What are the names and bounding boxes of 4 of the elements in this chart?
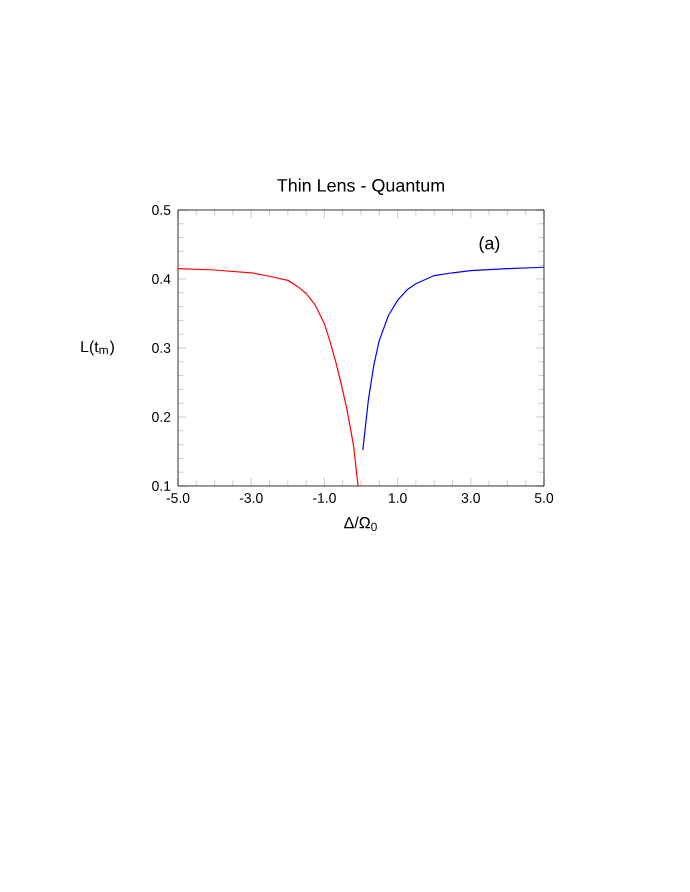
chart-title: Thin Lens - Quantum bbox=[277, 178, 445, 195]
line-series bbox=[178, 268, 359, 486]
line-series bbox=[362, 266, 545, 451]
annotation: (a) bbox=[479, 236, 500, 254]
